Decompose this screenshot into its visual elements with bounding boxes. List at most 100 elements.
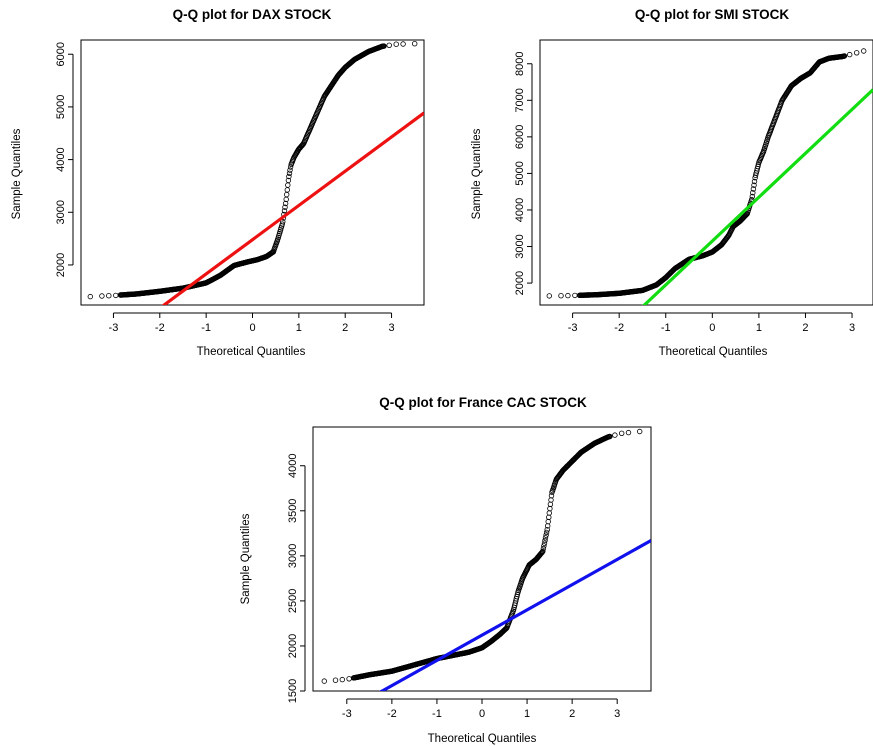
- sample-point: [542, 537, 548, 544]
- sample-point: [544, 527, 550, 533]
- sample-point: [546, 293, 552, 299]
- plot-frame: [312, 426, 652, 692]
- y-tick-label: 6000: [55, 42, 67, 66]
- sample-point: [540, 548, 546, 554]
- x-tick-label: 0: [249, 322, 255, 334]
- sample-point: [87, 293, 93, 300]
- sample-point: [548, 497, 554, 503]
- sample-point: [386, 42, 392, 48]
- sample-point: [346, 676, 352, 682]
- sample-point: [541, 543, 547, 549]
- x-tick-label: -1: [432, 708, 442, 720]
- x-tick-label: -3: [568, 322, 578, 334]
- chart-title: Q-Q plot for SMI STOCK: [635, 7, 789, 22]
- sample-point: [286, 170, 293, 176]
- sample-point: [381, 43, 387, 49]
- qq-reference-line: [642, 88, 873, 305]
- sample-points: [321, 428, 643, 684]
- sample-point: [751, 178, 758, 185]
- y-tick-label: 3000: [287, 544, 299, 568]
- sample-point: [541, 540, 548, 546]
- sample-point: [619, 430, 625, 436]
- sample-point: [282, 204, 288, 210]
- y-tick-label: 2000: [55, 253, 67, 277]
- y-tick-label: 2500: [287, 589, 299, 613]
- y-tick-label: 2000: [287, 634, 299, 658]
- x-axis-label: Theoretical Quantiles: [428, 733, 537, 745]
- sample-points: [87, 41, 418, 300]
- chart-title: Q-Q plot for France CAC STOCK: [379, 395, 587, 410]
- sample-point: [743, 212, 749, 218]
- x-axis-label: Theoretical Quantiles: [197, 346, 306, 358]
- sample-point: [286, 173, 292, 180]
- sample-point: [540, 545, 547, 552]
- sample-point: [546, 514, 552, 520]
- x-tick-label: -2: [614, 322, 624, 334]
- y-tick-label: 2000: [514, 271, 526, 295]
- sample-point: [284, 191, 290, 198]
- sample-point: [282, 200, 289, 207]
- y-tick-label: 6000: [514, 125, 526, 149]
- sample-point: [543, 532, 549, 538]
- y-tick-label: 4000: [514, 198, 526, 222]
- sample-point: [749, 193, 755, 200]
- sample-point: [400, 41, 406, 47]
- x-tick-label: -2: [387, 708, 397, 720]
- y-tick-label: 3000: [514, 234, 526, 258]
- sample-point: [546, 510, 552, 516]
- sample-point: [106, 293, 112, 299]
- y-axis-label: Sample Quantiles: [471, 128, 483, 219]
- sample-point: [412, 41, 418, 47]
- sample-point: [113, 292, 119, 299]
- y-tick-label: 5000: [55, 95, 67, 119]
- x-tick-label: 3: [388, 322, 394, 334]
- sample-point: [542, 535, 549, 541]
- x-tick-label: -3: [109, 322, 119, 334]
- y-tick-label: 4000: [55, 147, 67, 171]
- sample-point: [514, 591, 521, 598]
- sample-point: [847, 51, 853, 58]
- x-tick-label: -2: [155, 322, 165, 334]
- sample-point: [861, 48, 867, 54]
- sample-point: [547, 505, 553, 512]
- sample-point: [545, 518, 551, 525]
- sample-point: [750, 189, 756, 196]
- sample-point: [281, 208, 288, 214]
- sample-points: [546, 47, 873, 299]
- sample-point: [393, 41, 399, 47]
- sample-point: [750, 186, 757, 192]
- sample-point: [284, 187, 290, 193]
- sample-point: [612, 432, 618, 438]
- y-tick-label: 1500: [287, 679, 299, 703]
- plot-frame: [80, 39, 425, 306]
- x-tick-label: 1: [524, 708, 530, 720]
- sample-point: [321, 678, 327, 684]
- y-axis-label: Sample Quantiles: [11, 128, 23, 219]
- sample-point: [607, 433, 613, 440]
- sample-point: [572, 292, 578, 299]
- sample-point: [547, 501, 554, 507]
- y-axis-label: Sample Quantiles: [240, 513, 252, 604]
- qq-reference-line: [161, 111, 424, 305]
- x-tick-label: 0: [479, 708, 485, 720]
- sample-point: [339, 676, 345, 683]
- x-tick-label: -1: [201, 322, 211, 334]
- sample-point: [548, 493, 555, 499]
- y-tick-label: 5000: [514, 161, 526, 185]
- x-tick-label: 2: [342, 322, 348, 334]
- sample-point: [285, 177, 292, 184]
- x-axis-label: Theoretical Quantiles: [659, 346, 768, 358]
- smi-qq-panel: Q-Q plot for SMI STOCK Theoretical Quant…: [471, 7, 873, 358]
- x-tick-label: 2: [802, 322, 808, 334]
- x-tick-label: 3: [849, 322, 855, 334]
- y-tick-label: 7000: [514, 88, 526, 112]
- sample-point: [99, 293, 105, 299]
- sample-point: [565, 292, 571, 299]
- qq-reference-line: [378, 539, 651, 691]
- cac-qq-panel: Q-Q plot for France CAC STOCK Theoretica…: [240, 395, 652, 745]
- sample-point: [637, 428, 643, 435]
- sample-point: [539, 549, 545, 555]
- sample-point: [543, 529, 550, 536]
- sample-point: [285, 182, 291, 188]
